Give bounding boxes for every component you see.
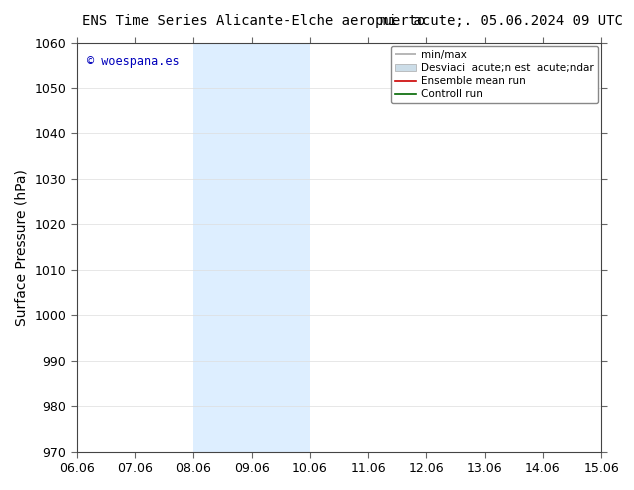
- Text: ENS Time Series Alicante-Elche aeropuerto: ENS Time Series Alicante-Elche aeropuert…: [82, 14, 426, 28]
- Bar: [252, 43, 310, 452]
- Y-axis label: Surface Pressure (hPa): Surface Pressure (hPa): [15, 169, 29, 325]
- Text: mi  acute;. 05.06.2024 09 UTC: mi acute;. 05.06.2024 09 UTC: [380, 14, 623, 28]
- Bar: [601, 43, 630, 452]
- Text: © woespana.es: © woespana.es: [87, 55, 180, 68]
- Bar: [193, 43, 252, 452]
- Legend: min/max, Desviaci  acute;n est  acute;ndar, Ensemble mean run, Controll run: min/max, Desviaci acute;n est acute;ndar…: [391, 46, 598, 103]
